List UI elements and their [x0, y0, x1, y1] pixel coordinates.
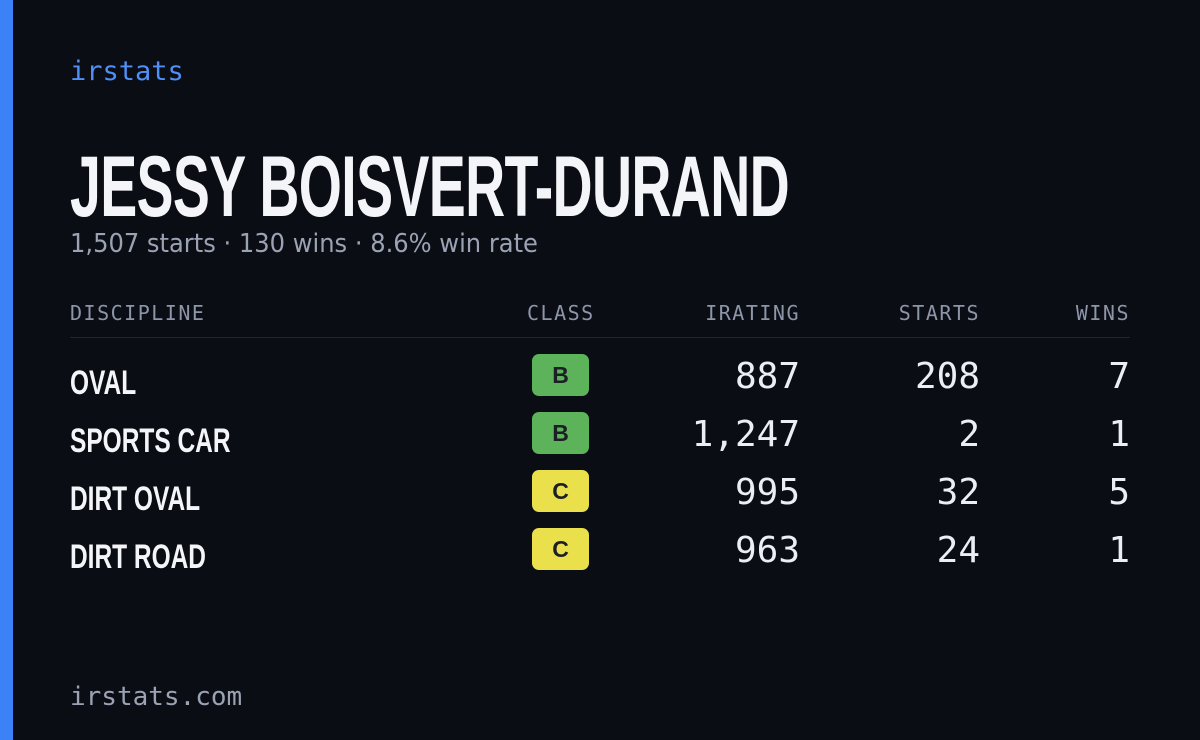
header-wins: WINS [1075, 301, 1130, 325]
accent-bar [0, 0, 13, 740]
class-badge: C [532, 470, 589, 512]
header-discipline: DISCIPLINE [70, 301, 206, 325]
discipline: SPORTS CAR [70, 422, 231, 460]
class-badge: B [532, 412, 589, 454]
driver-name: JESSY BOISVERT-DURAND [70, 139, 790, 235]
header-class: CLASS [527, 301, 595, 325]
wins: 5 [1108, 472, 1130, 513]
driver-summary: 1,507 starts · 130 wins · 8.6% win rate [70, 229, 538, 259]
footer: irstats.com [70, 682, 243, 712]
class-badge: C [532, 528, 589, 570]
irating: 963 [734, 530, 800, 571]
wins: 1 [1108, 414, 1130, 455]
starts: 24 [936, 530, 980, 571]
irating: 995 [734, 472, 800, 513]
starts: 32 [936, 472, 980, 513]
discipline: DIRT OVAL [70, 480, 201, 518]
header-rule [70, 337, 1130, 338]
discipline: OVAL [70, 364, 137, 402]
discipline: DIRT ROAD [70, 538, 207, 576]
header-irating: IRATING [705, 301, 800, 325]
starts: 2 [958, 414, 980, 455]
brand: irstats [70, 56, 184, 87]
wins: 7 [1108, 356, 1130, 397]
irating: 887 [734, 356, 800, 397]
starts: 208 [914, 356, 980, 397]
irating: 1,247 [691, 414, 800, 455]
header-starts: STARTS [898, 301, 980, 325]
wins: 1 [1108, 530, 1130, 571]
class-badge: B [532, 354, 589, 396]
